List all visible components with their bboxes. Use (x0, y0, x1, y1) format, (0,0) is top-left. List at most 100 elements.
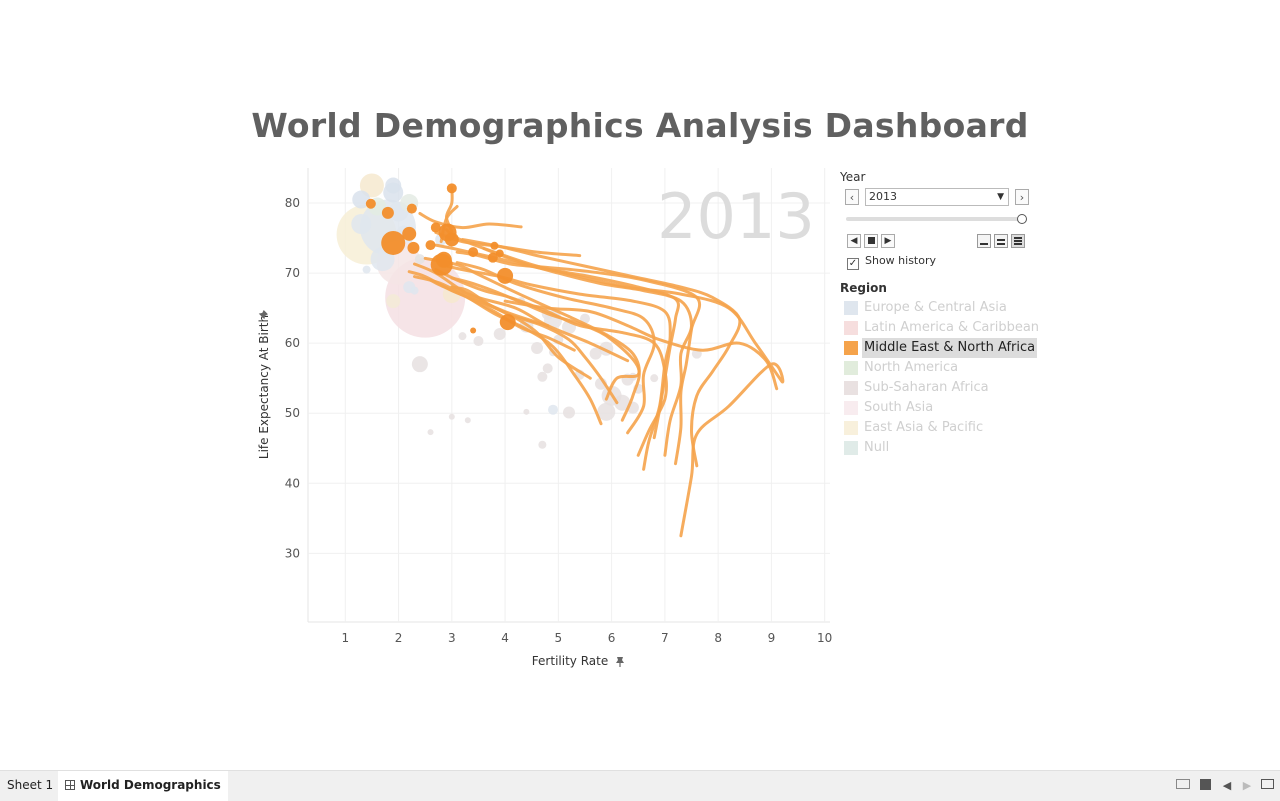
faded-bubble (414, 254, 425, 265)
faded-bubble (410, 286, 419, 295)
step-back-icon[interactable]: ◀ (847, 234, 861, 248)
legend-swatch (844, 441, 858, 455)
region-bubble (381, 230, 406, 255)
region-bubble (470, 327, 477, 334)
region-bubble (406, 203, 417, 214)
history-trail (461, 238, 742, 468)
year-slider-handle[interactable] (1017, 214, 1027, 224)
faded-bubble (458, 332, 467, 341)
legend-swatch (844, 421, 858, 435)
chevron-down-icon: ▼ (997, 192, 1004, 202)
chevron-right-icon[interactable]: › (1015, 189, 1029, 205)
faded-bubble (362, 265, 371, 274)
faded-bubble (385, 177, 402, 194)
axis-ticks: 1 2 3 4 5 6 7 8 9 10 30 40 50 60 70 80 (285, 196, 833, 645)
faded-bubble (589, 347, 602, 360)
year-label: Year (840, 170, 866, 184)
region-bubble (407, 241, 420, 254)
history-trail (450, 285, 619, 405)
legend-label: Sub-Saharan Africa (864, 380, 989, 395)
faded-bubble (464, 417, 471, 424)
tab-view-icon[interactable] (1198, 779, 1212, 793)
region-bubble (430, 222, 441, 233)
y-tick-label: 30 (285, 546, 300, 560)
legend-label: Null (864, 440, 890, 455)
scatter-chart: 2013 1 2 3 4 5 6 7 8 9 10 30 40 50 60 70 80 Fertility R… (257, 168, 833, 668)
faded-bubble (537, 371, 548, 382)
faded-bubble (448, 413, 455, 420)
filmstrip-view-icon[interactable] (1176, 779, 1190, 793)
history-trail (434, 268, 669, 457)
arrow-left-icon[interactable]: ◀ (1222, 779, 1232, 792)
region-bubble (487, 252, 498, 263)
step-forward-icon[interactable]: ▶ (881, 234, 895, 248)
show-history-toggle[interactable]: ✓ Show history (847, 254, 936, 270)
y-tick-label: 40 (285, 476, 300, 490)
x-axis-pin-icon[interactable] (616, 657, 624, 667)
faded-bubble (352, 190, 371, 209)
region-bubble (435, 251, 452, 268)
legend-label: Middle East & North Africa (862, 338, 1038, 358)
x-axis-title: Fertility Rate (532, 654, 608, 668)
tab-label: World Demographics (80, 778, 221, 792)
region-bubble (402, 226, 417, 241)
stop-icon[interactable] (864, 234, 878, 248)
legend-label: South Asia (864, 400, 934, 415)
y-tick-label: 60 (285, 336, 300, 350)
faded-bubble (597, 402, 616, 421)
x-tick-label: 9 (768, 631, 776, 645)
checkbox-icon[interactable]: ✓ (847, 258, 859, 270)
legend-swatch (844, 341, 858, 355)
year-dropdown[interactable]: 2013 ▼ (865, 188, 1009, 206)
speed-medium-icon[interactable] (994, 234, 1008, 248)
tab-world-demographics[interactable]: World Demographics (58, 771, 228, 801)
legend-swatch (844, 381, 858, 395)
region-bubble (446, 183, 457, 194)
legend-swatch (844, 361, 858, 375)
x-tick-label: 6 (608, 631, 616, 645)
x-tick-label: 5 (555, 631, 563, 645)
speed-slow-icon[interactable] (977, 234, 991, 248)
faded-bubble (523, 408, 530, 415)
region-bubble (381, 206, 394, 219)
x-tick-label: 2 (395, 631, 403, 645)
faded-bubble (386, 294, 401, 309)
history-trail (413, 262, 550, 328)
legend-label: Europe & Central Asia (864, 300, 1007, 315)
faded-bubble (542, 363, 553, 374)
faded-bubble (359, 173, 384, 198)
faded-bubble (563, 406, 575, 419)
tab-sheet-1[interactable]: Sheet 1 (0, 771, 60, 801)
history-trail (423, 256, 641, 401)
region-bubble (495, 249, 504, 258)
region-bubble (468, 247, 479, 258)
x-tick-label: 1 (341, 631, 349, 645)
region-bubble (444, 232, 459, 247)
dashboard-title: World Demographics Analysis Dashboard (251, 106, 1029, 145)
history-trail (503, 299, 779, 391)
playback-controls: ◀ ▶ (847, 234, 1027, 250)
faded-bubble (411, 356, 428, 373)
filter-panel: Year ‹ 2013 ▼ › ◀ ▶ ✓ Show history Region… (840, 170, 1039, 455)
history-trail (455, 250, 702, 466)
chevron-left-icon[interactable]: ‹ (845, 189, 859, 205)
presentation-mode-icon[interactable] (1260, 779, 1274, 793)
y-axis-pin-icon[interactable] (258, 309, 269, 320)
year-selector: ‹ 2013 ▼ › (845, 188, 1029, 206)
region-bubble (499, 314, 516, 331)
faded-bubble (493, 328, 506, 341)
faded-bubble (650, 374, 659, 383)
x-tick-label: 10 (817, 631, 832, 645)
highlighted-bubbles (365, 183, 516, 334)
show-history-label: Show history (865, 254, 937, 267)
year-slider-track[interactable] (846, 217, 1021, 221)
dashboard-icon (65, 780, 75, 790)
y-tick-label: 50 (285, 406, 300, 420)
legend-swatch (844, 401, 858, 415)
speed-fast-icon[interactable] (1011, 234, 1025, 248)
faded-bubble (473, 336, 484, 347)
legend-label: Latin America & Caribbean (864, 320, 1040, 335)
year-watermark: 2013 (657, 180, 815, 253)
arrow-right-icon[interactable]: ▶ (1242, 779, 1252, 792)
tab-label: Sheet 1 (7, 778, 54, 792)
